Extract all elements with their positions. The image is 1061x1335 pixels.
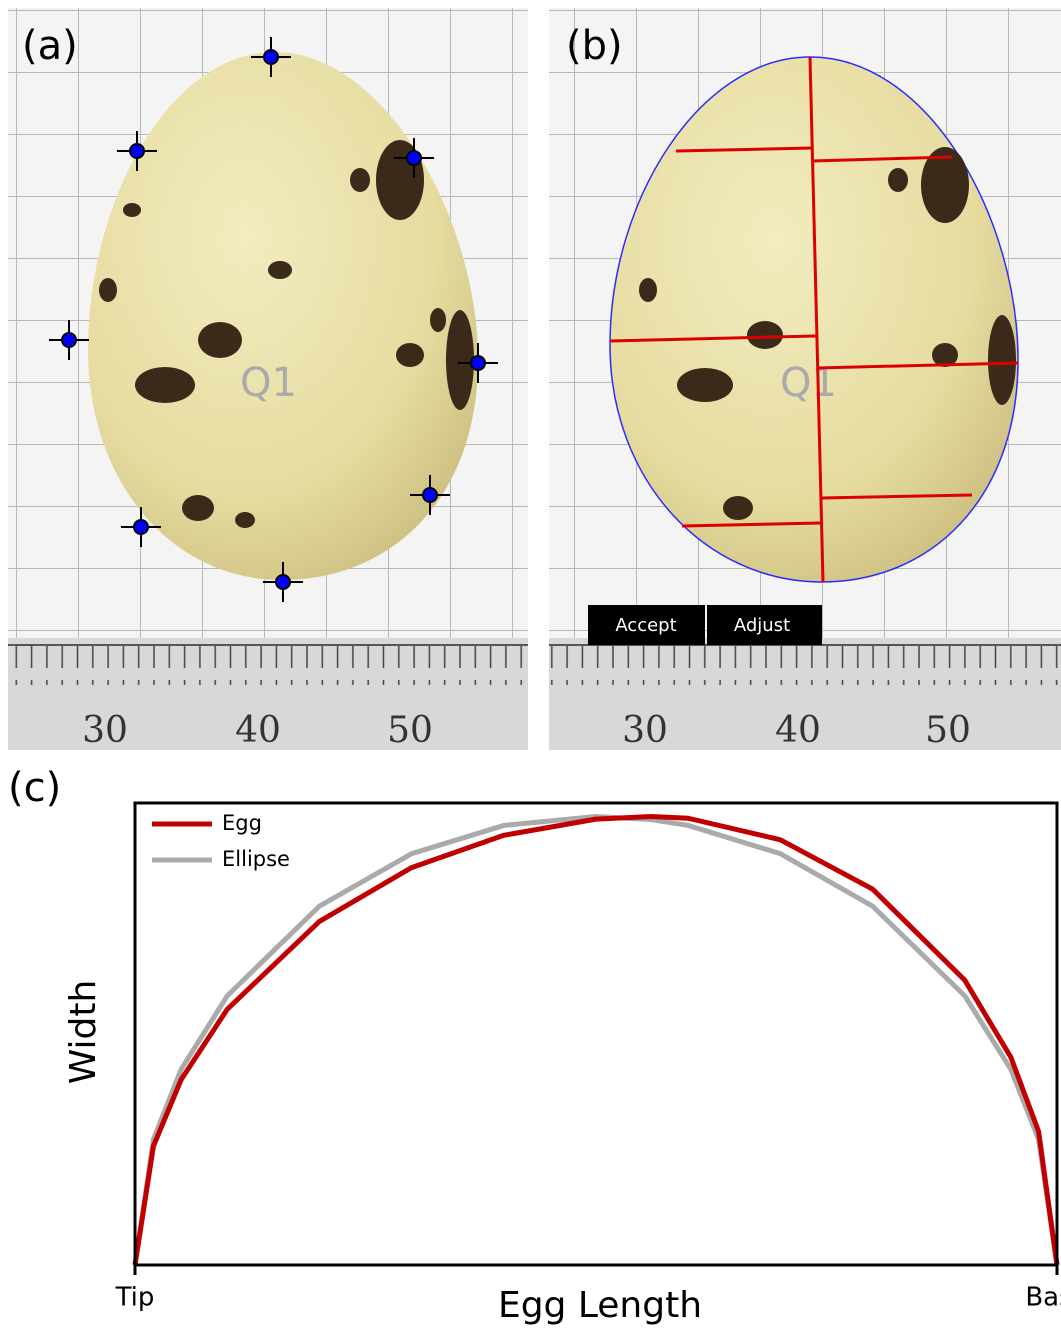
ruler-label: 50 bbox=[387, 710, 433, 751]
ruler-label: 30 bbox=[82, 710, 128, 751]
panel-label: (c) bbox=[8, 765, 61, 811]
legend-label: Egg bbox=[222, 811, 262, 835]
legend-label: Ellipse bbox=[222, 847, 290, 871]
ruler-label: 40 bbox=[235, 710, 281, 751]
panel-label: (b) bbox=[566, 23, 623, 69]
x-axis-label: Egg Length bbox=[498, 1285, 702, 1326]
figure: Q1 30 40 50 (a) Q1 bbox=[0, 0, 1061, 1331]
x-tick-label: Base bbox=[1025, 1283, 1061, 1313]
ruler-label: 50 bbox=[925, 710, 971, 751]
plot-frame bbox=[135, 803, 1057, 1265]
ruler-label: 40 bbox=[775, 710, 821, 751]
y-axis-label: Width bbox=[63, 980, 104, 1085]
button-bar: Accept Adjust bbox=[588, 605, 822, 645]
line-series bbox=[135, 816, 1057, 1265]
panel-label: (a) bbox=[22, 23, 78, 69]
panel-c: (c) Egg Length Width Tip Base Egg Ellipse bbox=[8, 765, 1061, 1326]
button-label[interactable]: Accept bbox=[615, 615, 676, 636]
button-label[interactable]: Adjust bbox=[734, 615, 790, 636]
x-tick-label: Tip bbox=[115, 1283, 155, 1313]
egg-marking: Q1 bbox=[240, 360, 297, 406]
panel-b: Q1 Accept Adjust 30 40 50 (b) bbox=[549, 8, 1061, 751]
panel-a: Q1 30 40 50 (a) bbox=[8, 8, 528, 751]
ruler-label: 30 bbox=[622, 710, 668, 751]
line-series bbox=[135, 816, 1057, 1265]
